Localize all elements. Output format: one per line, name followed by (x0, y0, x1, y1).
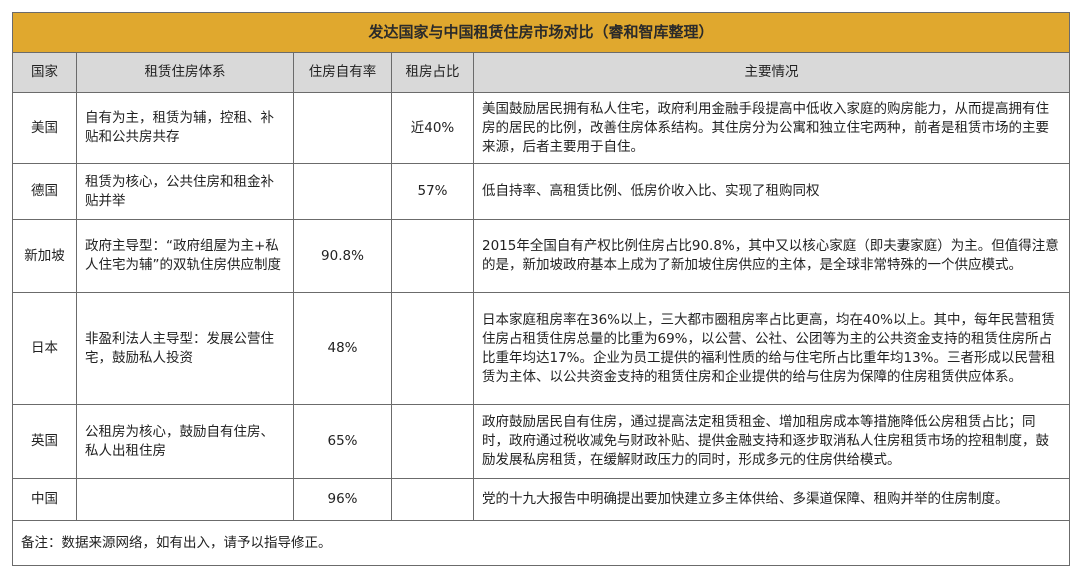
cell-rent-share (391, 404, 474, 479)
cell-rent-share: 近40% (391, 92, 474, 164)
table-note: 备注：数据来源网络，如有出入，请予以指导修正。 (12, 520, 1070, 566)
header-country: 国家 (12, 52, 77, 93)
header-detail: 主要情况 (473, 52, 1070, 93)
cell-own-rate: 96% (293, 478, 392, 521)
cell-system: 非盈利法人主导型：发展公营住宅，鼓励私人投资 (76, 292, 294, 405)
table-row: 中国 96% 党的十九大报告中明确提出要加快建立多主体供给、多渠道保障、租购并举… (12, 478, 1070, 521)
cell-detail: 美国鼓励居民拥有私人住宅，政府利用金融手段提高中低收入家庭的购房能力，从而提高拥… (473, 92, 1070, 164)
table-row: 新加坡 政府主导型：“政府组屋为主+私人住宅为辅”的双轨住房供应制度 90.8%… (12, 219, 1070, 293)
cell-own-rate: 65% (293, 404, 392, 479)
cell-country: 英国 (12, 404, 77, 479)
table-row: 美国 自有为主，租赁为辅，控租、补贴和公共房共存 近40% 美国鼓励居民拥有私人… (12, 92, 1070, 164)
cell-detail: 日本家庭租房率在36%以上，三大都市圈租房率占比更高，均在40%以上。其中，每年… (473, 292, 1070, 405)
cell-detail: 2015年全国自有产权比例住房占比90.8%，其中又以核心家庭（即夫妻家庭）为主… (473, 219, 1070, 293)
header-rent-share: 租房占比 (391, 52, 474, 93)
cell-own-rate: 90.8% (293, 219, 392, 293)
table-row: 日本 非盈利法人主导型：发展公营住宅，鼓励私人投资 48% 日本家庭租房率在36… (12, 292, 1070, 405)
cell-detail: 低自持率、高租赁比例、低房价收入比、实现了租购同权 (473, 163, 1070, 220)
cell-own-rate: 48% (293, 292, 392, 405)
cell-rent-share (391, 292, 474, 405)
table-row: 英国 公租房为核心，鼓励自有住房、私人出租住房 65% 政府鼓励居民自有住房，通… (12, 404, 1070, 479)
cell-country: 美国 (12, 92, 77, 164)
cell-rent-share (391, 478, 474, 521)
cell-own-rate (293, 92, 392, 164)
cell-rent-share: 57% (391, 163, 474, 220)
cell-own-rate (293, 163, 392, 220)
cell-rent-share (391, 219, 474, 293)
cell-detail: 党的十九大报告中明确提出要加快建立多主体供给、多渠道保障、租购并举的住房制度。 (473, 478, 1070, 521)
cell-system: 租赁为核心，公共住房和租金补贴并举 (76, 163, 294, 220)
cell-detail: 政府鼓励居民自有住房，通过提高法定租赁租金、增加租房成本等措施降低公房租赁占比；… (473, 404, 1070, 479)
table-title: 发达国家与中国租赁住房市场对比（睿和智库整理） (12, 12, 1070, 53)
cell-system (76, 478, 294, 521)
table-row: 德国 租赁为核心，公共住房和租金补贴并举 57% 低自持率、高租赁比例、低房价收… (12, 163, 1070, 220)
cell-country: 中国 (12, 478, 77, 521)
cell-country: 德国 (12, 163, 77, 220)
comparison-table: 发达国家与中国租赁住房市场对比（睿和智库整理） 国家 租赁住房体系 住房自有率 … (12, 12, 1070, 566)
cell-country: 日本 (12, 292, 77, 405)
header-own-rate: 住房自有率 (293, 52, 392, 93)
cell-system: 自有为主，租赁为辅，控租、补贴和公共房共存 (76, 92, 294, 164)
cell-country: 新加坡 (12, 219, 77, 293)
cell-system: 公租房为核心，鼓励自有住房、私人出租住房 (76, 404, 294, 479)
cell-system: 政府主导型：“政府组屋为主+私人住宅为辅”的双轨住房供应制度 (76, 219, 294, 293)
header-system: 租赁住房体系 (76, 52, 294, 93)
